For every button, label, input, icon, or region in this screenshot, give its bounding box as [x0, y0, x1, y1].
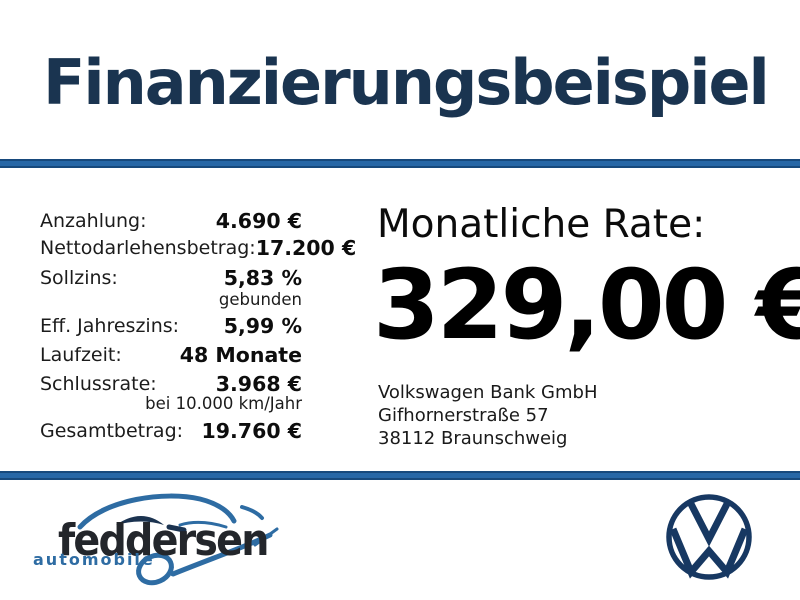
- row-value: 5,83 %: [223, 266, 302, 290]
- row-label: Anzahlung:: [40, 210, 147, 232]
- monthly-rate-amount: 329,00 €: [373, 249, 800, 361]
- table-row-schlussrate: Schlussrate: 3.968 €: [40, 372, 302, 396]
- row-value: 5,99 %: [223, 314, 302, 338]
- row-value: 4.690 €: [215, 209, 302, 233]
- dealer-subtitle: automobile: [33, 550, 155, 569]
- top-divider: [0, 159, 800, 168]
- table-row-laufzeit: Laufzeit: 48 Monate: [40, 343, 302, 367]
- row-note-gebunden: gebunden: [218, 290, 302, 309]
- table-row-eff-jahreszins: Eff. Jahreszins: 5,99 %: [40, 314, 302, 338]
- table-row-sollzins: Sollzins: 5,83 %: [40, 266, 302, 290]
- dealer-wordmark: feddersen: [58, 515, 269, 566]
- bank-address-line1: Volkswagen Bank GmbH: [378, 382, 598, 403]
- table-row-anzahlung: Anzahlung: 4.690 €: [40, 209, 302, 233]
- row-label: Gesamtbetrag:: [40, 420, 184, 442]
- row-label: Nettodarlehensbetrag:: [40, 237, 256, 259]
- row-label: Sollzins:: [40, 267, 118, 289]
- bank-address-line2: Gifhornerstraße 57: [378, 404, 549, 426]
- vw-logo-icon: [666, 494, 752, 580]
- car-sketch-icon: [77, 493, 279, 586]
- row-value: 48 Monate: [179, 343, 302, 367]
- row-value: 17.200 €: [255, 236, 357, 260]
- row-label: Laufzeit:: [40, 344, 122, 366]
- row-note-kilometer: bei 10.000 km/Jahr: [145, 394, 302, 413]
- table-row-nettodarlehensbetrag: Nettodarlehensbetrag: 17.200 €: [40, 237, 356, 260]
- row-value: 19.760 €: [201, 419, 302, 443]
- bank-address-line3: 38112 Braunschweig: [378, 427, 568, 449]
- bank-address: Volkswagen Bank GmbH Gifhornerstraße 57 …: [378, 382, 598, 450]
- row-value: 3.968 €: [215, 372, 302, 396]
- monthly-rate-heading: Monatliche Rate:: [377, 202, 706, 247]
- row-label: Schlussrate:: [40, 373, 157, 395]
- table-row-gesamtbetrag: Gesamtbetrag: 19.760 €: [40, 419, 302, 443]
- bottom-divider: [0, 471, 800, 480]
- row-label: Eff. Jahreszins:: [40, 315, 180, 337]
- page-title: Finanzierungsbeispiel: [43, 46, 770, 119]
